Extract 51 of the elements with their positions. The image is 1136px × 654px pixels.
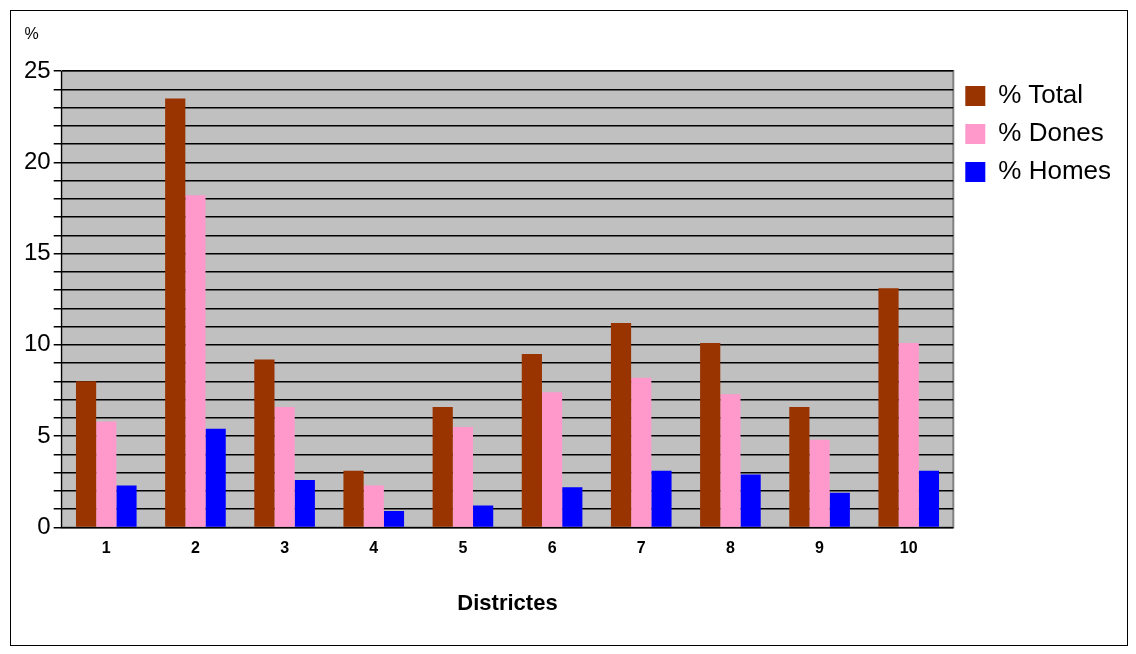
bar [700, 343, 721, 527]
bar [878, 288, 899, 527]
x-tick-label: 2 [190, 539, 200, 557]
y-axis-title: % [24, 25, 39, 42]
x-tick-label: 6 [547, 539, 557, 557]
bar [165, 98, 186, 527]
bar [432, 406, 453, 527]
bar [75, 381, 97, 527]
bar [631, 377, 652, 527]
bar [829, 492, 850, 527]
legend-label: % Homes [998, 155, 1112, 186]
y-tick-label: 25 [23, 55, 51, 83]
bar [274, 406, 295, 527]
x-tick-label: 10 [899, 539, 918, 557]
x-tick-label: 1 [101, 539, 111, 557]
bar [918, 470, 940, 527]
bar [473, 505, 494, 527]
x-tick-label: 4 [369, 539, 379, 557]
bar [96, 421, 117, 527]
legend-label: % Total [998, 79, 1084, 110]
bar [651, 470, 672, 527]
bar [254, 359, 275, 527]
bar [452, 426, 474, 527]
bar [740, 474, 761, 527]
x-tick-label: 5 [458, 539, 468, 557]
bar [789, 406, 810, 527]
bar [898, 343, 919, 527]
y-tick-label: 5 [37, 420, 51, 448]
bar [343, 470, 364, 527]
x-tick-label: 3 [280, 539, 290, 557]
y-tick-label: 20 [23, 146, 51, 174]
y-tick-label: 10 [23, 329, 51, 357]
x-tick-label: 8 [725, 539, 735, 557]
x-tick-label: 7 [636, 539, 646, 557]
bar [185, 195, 206, 527]
legend-label: % Dones [998, 117, 1104, 148]
bar [809, 439, 830, 527]
x-tick-label: 9 [815, 539, 825, 557]
bar [383, 510, 405, 527]
x-axis-title: Districtes [457, 589, 558, 615]
bar [116, 485, 137, 527]
bar [521, 353, 542, 527]
bar [562, 487, 583, 527]
bar [294, 479, 315, 527]
bar [363, 485, 384, 527]
bar [541, 392, 563, 527]
y-tick-label: 15 [23, 238, 51, 266]
bar [205, 428, 226, 527]
bar [610, 322, 632, 527]
bar [720, 394, 741, 527]
y-tick-label: 0 [37, 512, 51, 540]
